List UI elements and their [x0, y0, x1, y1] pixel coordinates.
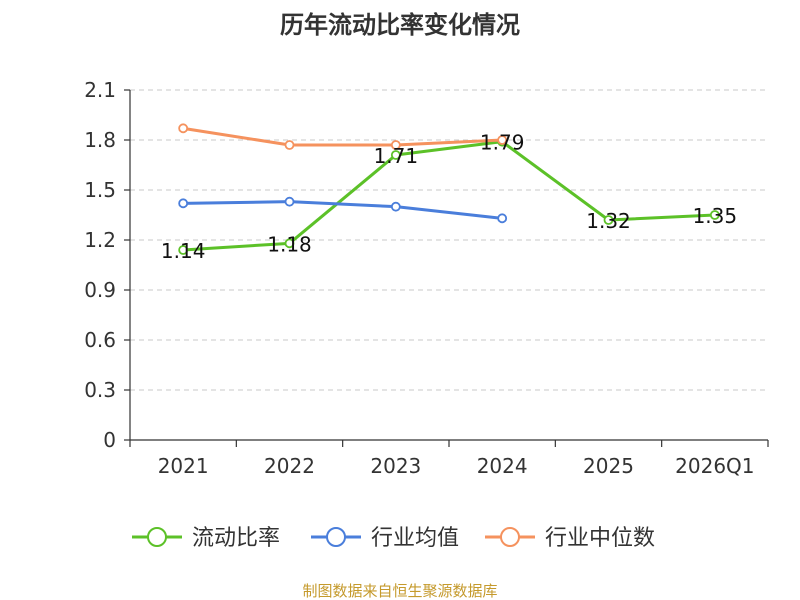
- y-tick-label: 1.5: [84, 178, 116, 202]
- data-point: [284, 140, 295, 150]
- data-point: [603, 215, 614, 225]
- data-label: 1.79: [480, 131, 525, 155]
- x-tick-label: 2026Q1: [675, 454, 754, 478]
- x-tick-label: 2023: [370, 454, 421, 478]
- data-point: [390, 140, 401, 150]
- chart-title: 历年流动比率变化情况: [280, 11, 520, 39]
- legend-marker-1: [147, 527, 167, 547]
- data-point: [390, 150, 401, 160]
- data-point: [178, 123, 189, 134]
- legend-marker-3: [500, 527, 520, 547]
- legend-marker-2: [326, 527, 346, 547]
- source-note: 制图数据来自恒生聚源数据库: [302, 582, 497, 600]
- data-label: 1.32: [586, 209, 631, 233]
- legend-label-2: 行业均值: [371, 526, 459, 551]
- legend-label-3: 行业中位数: [545, 526, 655, 551]
- y-tick-label: 0.9: [84, 278, 116, 302]
- data-point: [497, 135, 508, 145]
- x-tick-label: 2022: [264, 454, 315, 478]
- series-line-3: [182, 126, 503, 147]
- y-tick-label: 0.6: [84, 328, 116, 352]
- series-line-1: [183, 140, 715, 252]
- y-tick-label: 1.2: [84, 228, 116, 252]
- series-layer: [178, 123, 720, 255]
- y-tick-label: 2.1: [84, 78, 116, 102]
- data-point: [178, 245, 189, 255]
- data-point: [497, 213, 508, 224]
- axis-layer: 0 0.3 0.6 0.9 1.2 1.5 1.8 2.1 2021 2022 2023 2024 20…: [84, 78, 769, 478]
- y-tick-label: 0: [103, 428, 116, 452]
- legend-label-1: 流动比率: [192, 526, 280, 551]
- data-label: 1.18: [267, 232, 312, 256]
- y-tick-label: 0.3: [84, 378, 116, 402]
- x-tick-label: 2021: [158, 454, 209, 478]
- legend[interactable]: 流动比率 行业均值 行业中位数: [132, 526, 655, 551]
- data-point: [284, 196, 295, 207]
- data-label: 1.71: [374, 144, 419, 168]
- x-tick-label: 2024: [477, 454, 528, 478]
- data-point: [178, 198, 189, 209]
- x-tick-label: 2025: [583, 454, 634, 478]
- series-line-2: [183, 200, 503, 220]
- grid-layer: [130, 89, 768, 391]
- data-label-layer: 1.14 1.18 1.71 1.79 1.32 1.35: [161, 131, 737, 263]
- y-tick-label: 1.8: [84, 128, 116, 152]
- data-label: 1.35: [693, 204, 738, 228]
- data-point: [390, 201, 401, 212]
- data-point: [709, 210, 720, 220]
- data-point: [284, 238, 295, 249]
- data-label: 1.14: [161, 239, 206, 263]
